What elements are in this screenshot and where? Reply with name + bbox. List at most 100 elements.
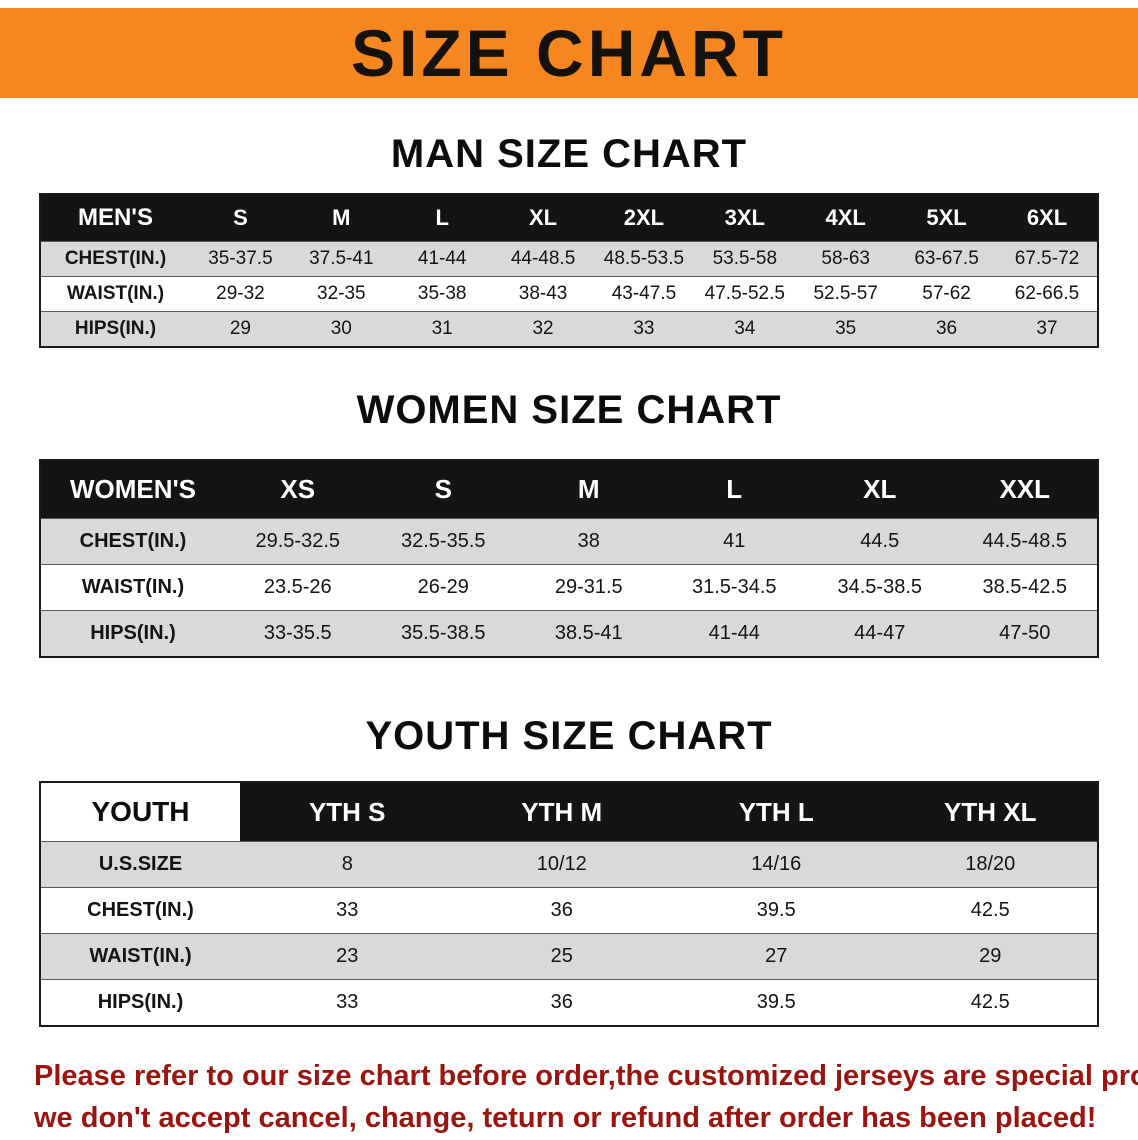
size-value: 53.5-58 [694,241,796,277]
size-value: 29 [883,933,1098,980]
row-label: WAIST(IN.) [40,933,240,980]
youth-size-chart-section: YOUTH SIZE CHART YOUTH YTH S YTH M YTH L YTH… [0,714,1138,1027]
table-row: U.S.SIZE 8 10/12 14/16 18/20 [40,841,1098,888]
size-value: 44.5 [807,518,953,565]
size-column-header: 2XL [593,194,695,242]
size-value: 30 [290,311,392,347]
size-value: 39.5 [669,887,884,934]
section-title-man: MAN SIZE CHART [390,132,748,176]
size-value: 48.5-53.5 [593,241,695,277]
table-header-row: MEN'S S M L XL 2XL 3XL 4XL 5XL 6XL [40,194,1098,242]
row-label: WAIST(IN.) [40,276,190,312]
table-row: HIPS(IN.) 33 36 39.5 42.5 [40,979,1098,1026]
size-value: 35-37.5 [190,241,291,277]
size-value: 33-35.5 [225,610,371,657]
size-value: 32-35 [290,276,392,312]
size-column-header: S [370,460,516,519]
size-value: 38.5-42.5 [952,564,1098,611]
size-column-header: 4XL [795,194,897,242]
size-value: 36 [454,979,669,1026]
size-value: 35-38 [391,276,493,312]
size-column-header: YTH L [669,782,884,842]
size-value: 26-29 [370,564,516,611]
size-column-header: 6XL [997,194,1098,242]
row-label: CHEST(IN.) [40,241,190,277]
size-value: 34.5-38.5 [807,564,953,611]
size-value: 44-47 [807,610,953,657]
size-value: 47.5-52.5 [694,276,796,312]
man-size-chart-section: MAN SIZE CHART MEN'S S M L XL 2XL 3XL 4XL 5XL 6XL… [0,132,1138,348]
row-label: CHEST(IN.) [40,887,240,934]
row-label: U.S.SIZE [40,841,240,888]
men-size-table: MEN'S S M L XL 2XL 3XL 4XL 5XL 6XL CHEST(IN.) 35-37… [39,193,1099,348]
table-row: WAIST(IN.) 29-32 32-35 35-38 38-43 43-47.5 47.… [40,276,1098,312]
size-value: 37.5-41 [290,241,392,277]
size-value: 33 [593,311,695,347]
size-column-header: YTH XL [883,782,1098,842]
size-value: 29-31.5 [516,564,662,611]
size-value: 41-44 [391,241,493,277]
size-column-header: 5XL [896,194,997,242]
size-value: 29 [190,311,291,347]
section-title-women: WOMEN SIZE CHART [356,388,782,432]
size-value: 67.5-72 [997,241,1098,277]
size-value: 38 [516,518,662,565]
size-column-header: M [516,460,662,519]
footer-note-line-1: Please refer to our size chart before or… [34,1060,1138,1092]
size-value: 29.5-32.5 [225,518,371,565]
table-row: HIPS(IN.) 29 30 31 32 33 34 35 36 37 [40,311,1098,347]
size-value: 33 [240,979,455,1026]
table-group-label: WOMEN'S [40,460,225,519]
table-header-row: YOUTH YTH S YTH M YTH L YTH XL [40,782,1098,842]
size-value: 35 [795,311,897,347]
size-value: 27 [669,933,884,980]
size-value: 42.5 [883,979,1098,1026]
table-row: CHEST(IN.) 29.5-32.5 32.5-35.5 38 41 44.5 44.5… [40,518,1098,565]
size-value: 52.5-57 [795,276,897,312]
size-value: 36 [896,311,997,347]
size-value: 38-43 [492,276,594,312]
row-label: WAIST(IN.) [40,564,225,611]
table-row: CHEST(IN.) 33 36 39.5 42.5 [40,887,1098,934]
row-label: CHEST(IN.) [40,518,225,565]
size-value: 23.5-26 [225,564,371,611]
banner-title: SIZE CHART [351,16,787,90]
table-group-label: MEN'S [40,194,190,242]
size-column-header: XL [807,460,953,519]
size-value: 29-32 [190,276,291,312]
size-value: 39.5 [669,979,884,1026]
size-value: 63-67.5 [896,241,997,277]
size-value: 10/12 [454,841,669,888]
size-column-header: S [190,194,291,242]
size-value: 47-50 [952,610,1098,657]
size-value: 8 [240,841,455,888]
size-value: 41-44 [661,610,807,657]
size-value: 14/16 [669,841,884,888]
section-title-youth: YOUTH SIZE CHART [365,714,773,758]
size-chart-banner: SIZE CHART [0,8,1138,98]
size-value: 44-48.5 [492,241,594,277]
table-row: WAIST(IN.) 23 25 27 29 [40,933,1098,980]
footer-note: Please refer to our size chart before or… [0,1055,1138,1139]
size-column-header: L [391,194,493,242]
size-column-header: XS [225,460,371,519]
size-value: 62-66.5 [997,276,1098,312]
youth-size-table: YOUTH YTH S YTH M YTH L YTH XL U.S.SIZE 8 10/12… [39,781,1099,1027]
size-value: 44.5-48.5 [952,518,1098,565]
table-header-row: WOMEN'S XS S M L XL XXL [40,460,1098,519]
size-value: 41 [661,518,807,565]
size-value: 33 [240,887,455,934]
size-column-header: XL [492,194,594,242]
women-size-chart-section: WOMEN SIZE CHART WOMEN'S XS S M L XL XXL CHEST(… [0,388,1138,658]
table-row: HIPS(IN.) 33-35.5 35.5-38.5 38.5-41 41-44 44-… [40,610,1098,657]
size-value: 25 [454,933,669,980]
table-row: CHEST(IN.) 35-37.5 37.5-41 41-44 44-48.5 48.5… [40,241,1098,277]
size-value: 37 [997,311,1098,347]
size-value: 23 [240,933,455,980]
size-column-header: 3XL [694,194,796,242]
table-row: WAIST(IN.) 23.5-26 26-29 29-31.5 31.5-34.5 34… [40,564,1098,611]
size-value: 57-62 [896,276,997,312]
size-value: 42.5 [883,887,1098,934]
size-column-header: M [290,194,392,242]
size-column-header: YTH S [240,782,455,842]
